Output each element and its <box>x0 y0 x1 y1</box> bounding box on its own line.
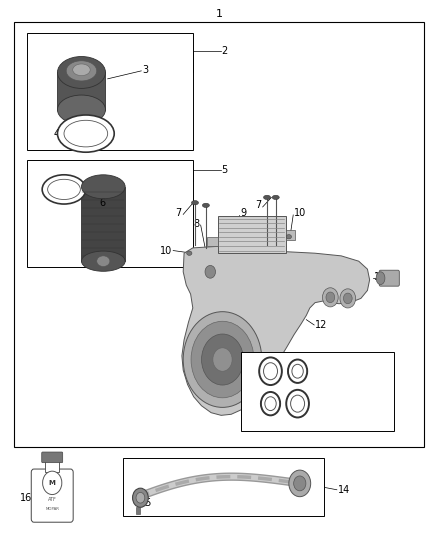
Text: 11: 11 <box>374 272 386 282</box>
Circle shape <box>183 312 262 407</box>
Bar <box>241 352 394 431</box>
FancyBboxPatch shape <box>379 270 399 286</box>
Circle shape <box>42 471 62 495</box>
Ellipse shape <box>81 251 125 271</box>
Text: 3: 3 <box>143 65 149 75</box>
Circle shape <box>292 365 303 378</box>
Text: 10: 10 <box>159 246 172 255</box>
Text: 7: 7 <box>176 208 182 219</box>
Bar <box>136 507 141 514</box>
Ellipse shape <box>286 235 291 239</box>
Text: 9: 9 <box>240 208 246 219</box>
Ellipse shape <box>57 95 106 124</box>
Ellipse shape <box>191 200 198 205</box>
Text: 6: 6 <box>99 198 105 208</box>
Circle shape <box>133 488 148 507</box>
Circle shape <box>205 265 215 278</box>
Text: M: M <box>49 480 56 486</box>
Text: 12: 12 <box>315 320 328 330</box>
Text: 4: 4 <box>53 128 60 139</box>
Circle shape <box>264 363 278 379</box>
Ellipse shape <box>42 175 86 204</box>
Bar <box>123 458 324 516</box>
Text: 1: 1 <box>215 9 223 19</box>
Ellipse shape <box>97 256 110 266</box>
Ellipse shape <box>48 179 81 199</box>
Circle shape <box>293 476 306 491</box>
Text: 16: 16 <box>20 492 32 503</box>
Circle shape <box>288 360 307 383</box>
Bar <box>286 230 295 240</box>
Bar <box>45 461 59 472</box>
FancyBboxPatch shape <box>31 469 73 522</box>
Bar <box>14 22 424 447</box>
Text: ATF: ATF <box>48 497 57 503</box>
Ellipse shape <box>81 175 125 199</box>
Ellipse shape <box>73 64 90 76</box>
Ellipse shape <box>64 120 108 147</box>
Text: 10: 10 <box>294 208 306 219</box>
Circle shape <box>136 492 145 503</box>
Text: MOPAR: MOPAR <box>45 507 59 512</box>
Polygon shape <box>57 72 106 110</box>
Text: 7: 7 <box>255 200 261 211</box>
Ellipse shape <box>264 195 271 199</box>
Bar <box>207 237 218 246</box>
Bar <box>218 216 286 253</box>
Circle shape <box>322 288 338 307</box>
Circle shape <box>286 390 309 417</box>
Circle shape <box>261 392 280 415</box>
Circle shape <box>259 358 282 385</box>
Text: 8: 8 <box>193 219 199 229</box>
Ellipse shape <box>272 195 279 199</box>
Circle shape <box>191 321 254 398</box>
Ellipse shape <box>66 61 97 81</box>
Polygon shape <box>182 246 370 415</box>
Ellipse shape <box>57 56 106 88</box>
Circle shape <box>326 292 335 303</box>
Circle shape <box>201 334 244 385</box>
Ellipse shape <box>202 203 209 207</box>
Ellipse shape <box>57 115 114 152</box>
Text: 5: 5 <box>221 165 227 175</box>
Polygon shape <box>81 187 125 261</box>
Circle shape <box>343 293 352 304</box>
FancyBboxPatch shape <box>42 452 63 463</box>
Circle shape <box>340 289 356 308</box>
Circle shape <box>290 395 304 412</box>
Text: 2: 2 <box>221 46 227 56</box>
Circle shape <box>213 348 232 371</box>
Text: 15: 15 <box>140 498 152 508</box>
Text: 14: 14 <box>338 485 350 495</box>
Text: 13: 13 <box>371 376 383 386</box>
Ellipse shape <box>376 272 385 285</box>
Ellipse shape <box>187 251 192 255</box>
Bar <box>27 33 193 150</box>
Circle shape <box>289 470 311 497</box>
Bar <box>27 160 193 266</box>
Circle shape <box>265 397 276 410</box>
